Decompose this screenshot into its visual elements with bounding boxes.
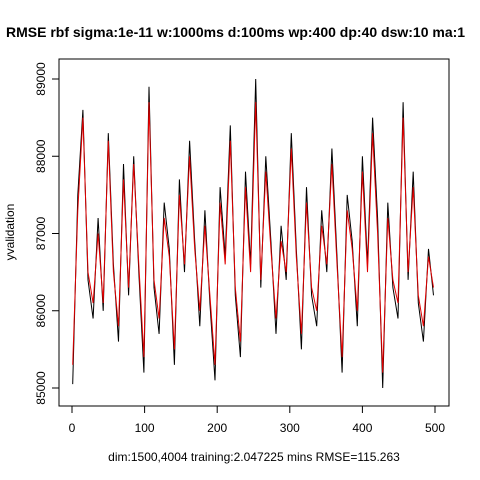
series-line-red — [72, 102, 434, 373]
x-tick-label: 400 — [352, 421, 372, 435]
x-axis: 0 100 200 300 400 500 — [69, 405, 445, 435]
plot-box — [58, 58, 450, 407]
y-tick-label: 86000 — [34, 294, 48, 328]
y-tick-label: 85000 — [34, 371, 48, 405]
chart-title: RMSE rbf sigma:1e-11 w:1000ms d:100ms wp… — [6, 24, 465, 40]
y-axis-label: yvalidation — [3, 204, 17, 261]
y-tick-label: 89000 — [34, 62, 48, 96]
x-tick-label: 300 — [280, 421, 300, 435]
y-tick-label: 87000 — [34, 216, 48, 250]
x-tick-label: 0 — [69, 421, 76, 435]
x-tick-label: 500 — [425, 421, 445, 435]
series-line-black — [72, 78, 434, 389]
x-tick-label: 100 — [135, 421, 155, 435]
y-tick-label: 88000 — [34, 139, 48, 173]
x-tick-label: 200 — [207, 421, 227, 435]
x-axis-label: dim:1500,4004 training:2.047225 mins RMS… — [108, 450, 400, 464]
series-layer — [72, 78, 434, 389]
y-axis: 85000 86000 87000 88000 89000 — [34, 62, 60, 405]
